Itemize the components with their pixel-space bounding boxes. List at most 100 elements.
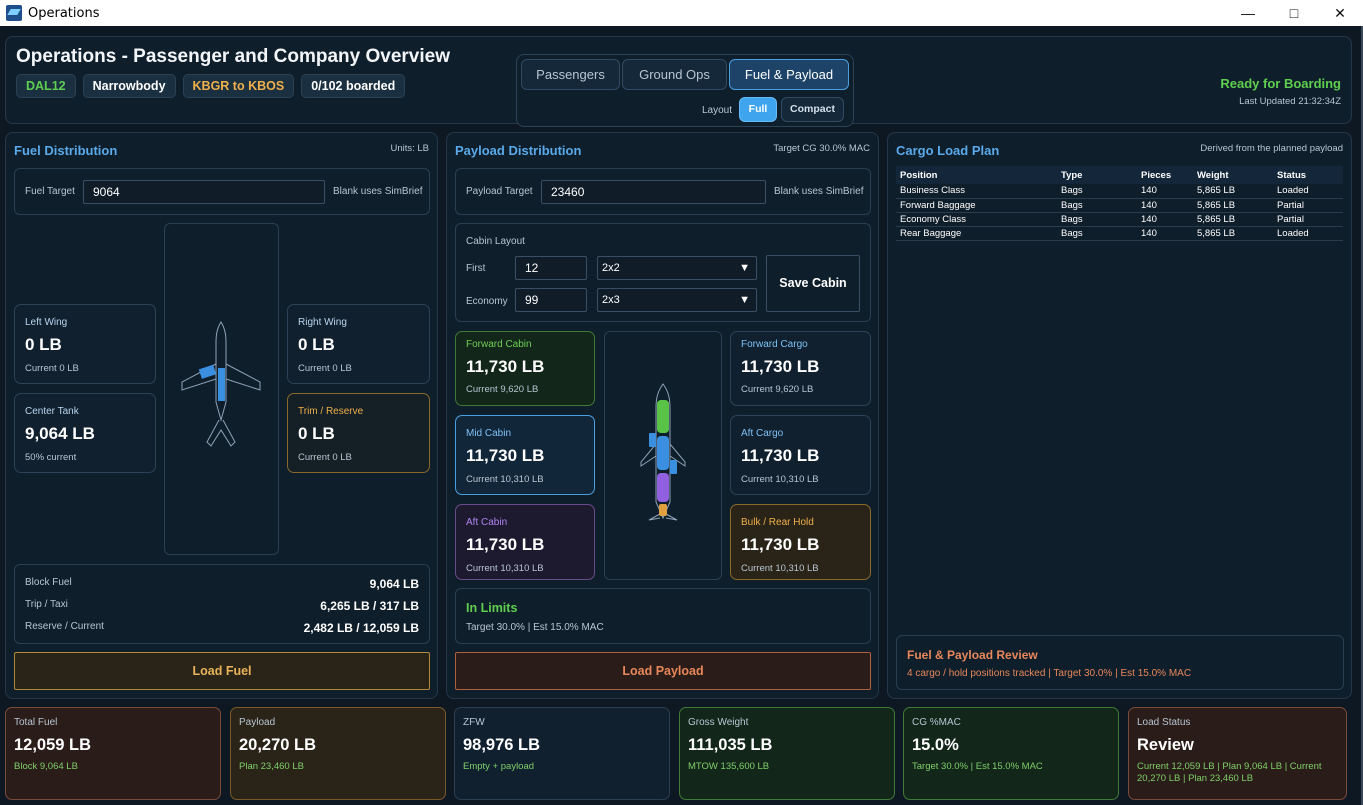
trim-reserve-value: 0 LB [298, 424, 335, 443]
zfw-sub: Empty + payload [463, 761, 535, 772]
cell-status: Partial [1273, 212, 1343, 227]
cell-position: Rear Baggage [896, 226, 1057, 241]
minimize-icon[interactable]: — [1241, 5, 1255, 21]
cg-mac-sub: Target 30.0% | Est 15.0% MAC [912, 761, 1043, 772]
aircraft-payload-diagram [604, 331, 722, 580]
app-icon [6, 5, 22, 21]
col-type: Type [1057, 166, 1137, 184]
bulk-hold-zone: Bulk / Rear Hold 11,730 LB Current 10,31… [730, 504, 871, 580]
limits-box: In Limits Target 30.0% | Est 15.0% MAC [455, 588, 871, 644]
cell-weight: 5,865 LB [1193, 198, 1273, 213]
payload-target-hint: Blank uses SimBrief [774, 186, 864, 197]
cargo-table-header: Position Type Pieces Weight Status [896, 166, 1343, 184]
cell-weight: 5,865 LB [1193, 184, 1273, 199]
table-row[interactable]: Forward Baggage Bags 140 5,865 LB Partia… [896, 198, 1343, 213]
aft-cargo-label: Aft Cargo [741, 428, 784, 439]
gross-weight-sub: MTOW 135,600 LB [688, 761, 770, 772]
col-pieces: Pieces [1137, 166, 1193, 184]
close-icon[interactable]: ✕ [1334, 4, 1346, 21]
cell-pieces: 140 [1137, 226, 1193, 241]
save-cabin-button[interactable]: Save Cabin [766, 255, 860, 312]
fuel-title: Fuel Distribution [14, 143, 118, 158]
payload-value: 20,270 LB [239, 736, 317, 754]
aft-cargo-value: 11,730 LB [741, 446, 820, 465]
payload-target-label: Payload Target [466, 186, 533, 197]
payload-target-input[interactable]: 23460 [541, 180, 766, 204]
layout-label: Layout [702, 105, 733, 116]
block-fuel-label: Block Fuel [25, 577, 72, 588]
gross-weight-value: 111,035 LB [688, 736, 773, 754]
table-row[interactable]: Rear Baggage Bags 140 5,865 LB Loaded [896, 226, 1343, 241]
table-row[interactable]: Economy Class Bags 140 5,865 LB Partial [896, 212, 1343, 227]
mid-cabin-value: 11,730 LB [466, 446, 545, 465]
forward-cargo-current: Current 9,620 LB [741, 384, 814, 395]
payload-title: Payload Distribution [455, 143, 582, 158]
payload-target-row: Payload Target 23460 Blank uses SimBrief [455, 168, 871, 215]
payload-panel: Payload Distribution Target CG 30.0% MAC… [446, 132, 879, 699]
reserve-current-label: Reserve / Current [25, 621, 104, 632]
fuel-target-row: Fuel Target 9064 Blank uses SimBrief [14, 168, 430, 215]
center-tank: Center Tank 9,064 LB 50% current [14, 393, 156, 473]
zfw-label: ZFW [463, 717, 485, 728]
economy-config-select[interactable]: 2x3 ▼ [597, 288, 757, 312]
tab-ground-ops[interactable]: Ground Ops [622, 59, 727, 90]
economy-seats-input[interactable]: 99 [515, 288, 587, 312]
cell-position: Business Class [896, 184, 1057, 199]
trim-reserve-tank: Trim / Reserve 0 LB Current 0 LB [287, 393, 430, 473]
cell-type: Bags [1057, 226, 1137, 241]
header-panel: Operations - Passenger and Company Overv… [5, 36, 1352, 127]
maximize-icon[interactable]: □ [1289, 5, 1299, 21]
aircraft-payload-icon [640, 383, 686, 521]
mid-cabin-current: Current 10,310 LB [466, 474, 544, 485]
total-fuel-card: Total Fuel 12,059 LB Block 9,064 LB [5, 707, 221, 800]
load-status-card: Load Status Review Current 12,059 LB | P… [1128, 707, 1347, 800]
aft-cabin-current: Current 10,310 LB [466, 563, 544, 574]
fuel-target-hint: Blank uses SimBrief [333, 186, 423, 197]
economy-config-value: 2x3 [602, 294, 620, 306]
trim-reserve-label: Trim / Reserve [298, 406, 364, 417]
fuel-panel: Fuel Distribution Units: LB Fuel Target … [5, 132, 438, 699]
forward-cargo-zone: Forward Cargo 11,730 LB Current 9,620 LB [730, 331, 871, 406]
left-wing-value: 0 LB [25, 335, 62, 354]
economy-label: Economy [466, 296, 508, 307]
table-row[interactable]: Business Class Bags 140 5,865 LB Loaded [896, 184, 1343, 199]
cell-type: Bags [1057, 184, 1137, 199]
load-fuel-button[interactable]: Load Fuel [14, 652, 430, 690]
bulk-hold-current: Current 10,310 LB [741, 563, 819, 574]
center-tank-label: Center Tank [25, 406, 79, 417]
bulk-hold-value: 11,730 LB [741, 535, 820, 554]
trip-taxi-value: 6,265 LB / 317 LB [320, 599, 419, 613]
first-class-config-select[interactable]: 2x2 ▼ [597, 256, 757, 280]
cg-mac-label: CG %MAC [912, 717, 961, 728]
cabin-layout-box: Cabin Layout First 12 2x2 ▼ Economy 99 2x… [455, 223, 871, 322]
cell-pieces: 140 [1137, 198, 1193, 213]
first-class-config-value: 2x2 [602, 262, 620, 274]
tab-fuel-payload[interactable]: Fuel & Payload [729, 59, 849, 90]
chevron-down-icon: ▼ [739, 262, 750, 274]
mid-cabin-label: Mid Cabin [466, 428, 512, 439]
fuel-target-input[interactable]: 9064 [83, 180, 325, 204]
cg-mac-value: 15.0% [912, 736, 959, 754]
layout-full-button[interactable]: Full [739, 97, 777, 122]
tab-passengers[interactable]: Passengers [521, 59, 620, 90]
aft-cabin-label: Aft Cabin [466, 517, 508, 528]
left-wing-tank: Left Wing 0 LB Current 0 LB [14, 304, 156, 384]
cargo-title: Cargo Load Plan [896, 143, 1000, 158]
forward-cargo-label: Forward Cargo [741, 339, 808, 350]
review-detail: 4 cargo / hold positions tracked | Targe… [907, 668, 1192, 679]
center-tank-current: 50% current [25, 452, 77, 463]
block-fuel-value: 9,064 LB [369, 577, 419, 591]
zfw-card: ZFW 98,976 LB Empty + payload [454, 707, 670, 800]
first-class-seats-input[interactable]: 12 [515, 256, 587, 280]
total-fuel-label: Total Fuel [14, 717, 58, 728]
route-chip: KBGR to KBOS [182, 74, 295, 98]
limits-detail: Target 30.0% | Est 15.0% MAC [466, 622, 604, 633]
callsign-chip: DAL12 [16, 74, 76, 98]
col-position: Position [896, 166, 1057, 184]
layout-compact-button[interactable]: Compact [781, 97, 844, 122]
left-wing-label: Left Wing [25, 317, 68, 328]
load-payload-button[interactable]: Load Payload [455, 652, 871, 690]
mid-cabin-zone: Mid Cabin 11,730 LB Current 10,310 LB [455, 415, 595, 495]
fuel-summary: Block Fuel 9,064 LB Trip / Taxi 6,265 LB… [14, 564, 430, 644]
cell-weight: 5,865 LB [1193, 212, 1273, 227]
